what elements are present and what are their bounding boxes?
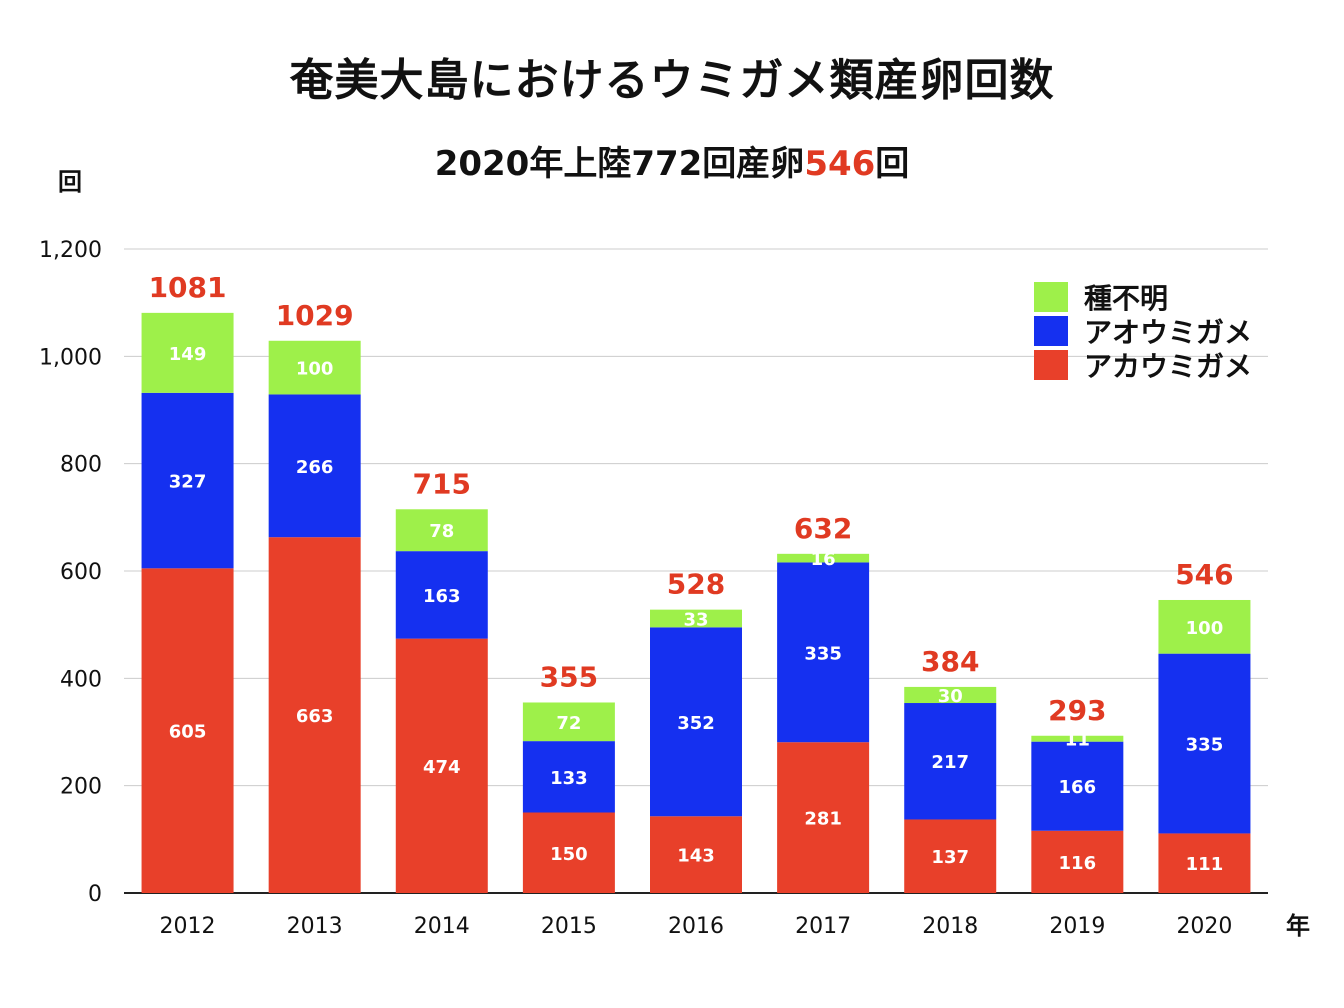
subtitle-suffix: 回 xyxy=(875,144,910,184)
legend-swatch-unknown xyxy=(1034,282,1068,312)
bars xyxy=(141,312,1251,893)
bar-segment-green-turtle xyxy=(904,703,997,820)
bar-segment-unknown xyxy=(395,509,488,552)
subtitle-prefix: 2020年上陸772回産卵 xyxy=(434,144,805,184)
x-tick-label: 2014 xyxy=(414,914,470,939)
legend-label-loggerhead: アカウミガメ xyxy=(1084,350,1253,383)
bar-segment-loggerhead xyxy=(1158,833,1251,893)
total-value-label: 632 xyxy=(794,512,852,545)
x-tick-label: 2018 xyxy=(922,914,978,939)
segment-value-label: 352 xyxy=(677,713,715,734)
legend: 種不明 アオウミガメ アカウミガメ xyxy=(1034,280,1253,383)
legend-item-loggerhead: アカウミガメ xyxy=(1034,348,1253,383)
segment-value-label: 116 xyxy=(1059,853,1097,874)
bar-segment-loggerhead xyxy=(141,568,234,893)
segment-value-label: 335 xyxy=(804,643,842,664)
bar-segment-unknown xyxy=(268,340,361,395)
segment-value-label: 143 xyxy=(677,846,715,867)
bar-segment-green-turtle xyxy=(268,394,361,538)
y-tick-label: 600 xyxy=(60,560,102,585)
total-value-label: 1081 xyxy=(149,271,227,304)
segment-value-label: 149 xyxy=(169,344,207,365)
y-tick-label: 800 xyxy=(60,453,102,478)
bar-segment-loggerhead xyxy=(268,537,361,893)
x-tick-label: 2017 xyxy=(795,914,851,939)
bar-segment-green-turtle xyxy=(522,741,615,813)
bar-segment-unknown xyxy=(1158,599,1251,654)
segment-value-label: 266 xyxy=(296,457,334,478)
x-tick-label: 2015 xyxy=(541,914,597,939)
segment-value-label: 163 xyxy=(423,586,461,607)
segment-value-label: 111 xyxy=(1186,854,1224,875)
segment-value-label: 474 xyxy=(423,757,461,778)
bar-segment-unknown xyxy=(904,686,997,704)
legend-item-green-turtle: アオウミガメ xyxy=(1034,314,1253,349)
legend-label-unknown: 種不明 xyxy=(1084,282,1169,315)
bar-segment-loggerhead xyxy=(395,638,488,893)
chart-title: 奄美大島におけるウミガメ類産卵回数 xyxy=(289,55,1055,106)
segment-value-label: 281 xyxy=(804,809,842,830)
bar-segment-unknown xyxy=(522,702,615,742)
y-tick-label: 200 xyxy=(60,775,102,800)
total-value-label: 1029 xyxy=(276,299,354,332)
total-value-label: 355 xyxy=(540,660,598,693)
x-tick-label: 2020 xyxy=(1176,914,1232,939)
legend-swatch-green-turtle xyxy=(1034,316,1068,346)
subtitle-highlight: 546 xyxy=(804,144,876,184)
bar-segment-unknown xyxy=(1031,735,1124,742)
segment-value-label: 335 xyxy=(1186,735,1224,756)
segment-value-label: 30 xyxy=(938,686,963,707)
segment-value-label: 100 xyxy=(1186,618,1224,639)
segment-value-label: 16 xyxy=(811,549,836,570)
chart-subtitle: 2020年上陸772回産卵546回 xyxy=(0,136,1344,185)
bar-segment-unknown xyxy=(777,553,870,563)
bar-segment-unknown xyxy=(141,312,234,393)
bar-segment-loggerhead xyxy=(904,819,997,893)
segment-value-label: 100 xyxy=(296,359,334,380)
total-value-label: 546 xyxy=(1175,558,1233,591)
total-value-label: 384 xyxy=(921,645,979,678)
bar-segment-green-turtle xyxy=(141,392,234,569)
bar-segment-green-turtle xyxy=(650,627,742,817)
bar-segment-green-turtle xyxy=(777,562,870,743)
segment-value-label: 327 xyxy=(169,472,207,493)
y-tick-label: 0 xyxy=(88,882,102,907)
segment-value-label: 150 xyxy=(550,844,588,865)
bar-segment-loggerhead xyxy=(650,816,742,893)
total-value-label: 715 xyxy=(413,467,471,500)
segment-value-label: 11 xyxy=(1065,730,1090,751)
legend-label-green-turtle: アオウミガメ xyxy=(1084,316,1253,349)
segment-value-label: 137 xyxy=(931,847,969,868)
legend-swatch-loggerhead xyxy=(1034,350,1068,380)
segment-value-label: 605 xyxy=(169,722,207,743)
y-tick-label: 1,000 xyxy=(39,345,102,370)
bar-segment-green-turtle xyxy=(1031,741,1124,831)
total-value-label: 528 xyxy=(667,568,725,601)
segment-value-label: 217 xyxy=(931,752,969,773)
segment-value-label: 72 xyxy=(556,713,581,734)
x-tick-label: 2019 xyxy=(1049,914,1105,939)
segment-value-label: 33 xyxy=(683,609,708,630)
legend-item-unknown: 種不明 xyxy=(1034,280,1252,315)
y-tick-label: 400 xyxy=(60,667,102,692)
x-axis-unit-label: 年 xyxy=(1286,912,1310,940)
x-tick-label: 2013 xyxy=(287,914,343,939)
bar-segment-loggerhead xyxy=(522,812,615,893)
bar-segment-loggerhead xyxy=(777,742,870,893)
bar-segment-unknown xyxy=(650,609,742,628)
y-axis-unit-label: 回 xyxy=(58,168,82,196)
segment-value-label: 133 xyxy=(550,768,588,789)
bar-segment-green-turtle xyxy=(1158,653,1251,834)
labels: 0 200 400 600 800 1,000 1,200 605 327 149 1081 2012… xyxy=(39,238,1234,939)
segment-value-label: 663 xyxy=(296,706,334,727)
x-tick-label: 2016 xyxy=(668,914,724,939)
segment-value-label: 78 xyxy=(429,521,454,542)
y-tick-label: 1,200 xyxy=(39,238,102,263)
x-tick-label: 2012 xyxy=(160,914,216,939)
total-value-label: 293 xyxy=(1048,694,1106,727)
segment-value-label: 166 xyxy=(1059,777,1097,798)
bar-segment-green-turtle xyxy=(395,551,488,639)
bar-segment-loggerhead xyxy=(1031,830,1124,893)
